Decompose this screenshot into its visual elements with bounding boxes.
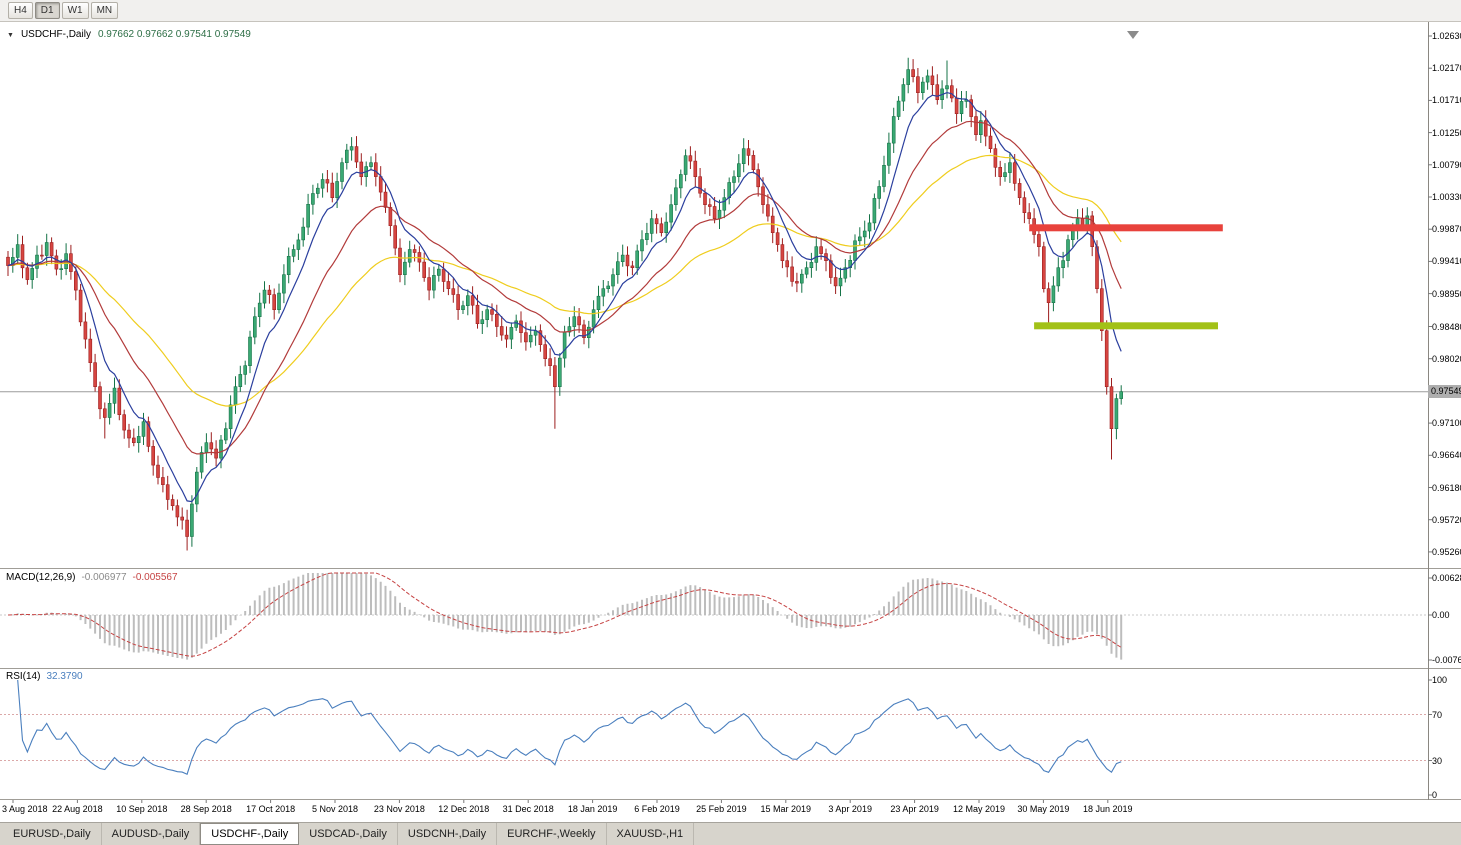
date-axis-label: 18 Jan 2019	[567, 804, 618, 814]
timeframe-button-w1[interactable]: W1	[61, 2, 89, 19]
date-axis-label: 6 Feb 2019	[634, 804, 680, 814]
date-axis-label: 18 Jun 2019	[1083, 804, 1133, 814]
price-axis-label: 1.01710	[1432, 95, 1461, 106]
date-axis-label: 22 Aug 2018	[52, 804, 103, 814]
rsi-axis-label: 100	[1432, 675, 1448, 685]
resistance-line[interactable]	[1029, 224, 1223, 232]
date-axis-label: 3 Aug 2018	[2, 804, 48, 814]
date-axis-label: 12 Dec 2018	[438, 804, 490, 814]
date-axis-label: 23 Nov 2018	[373, 804, 425, 814]
chart-title: USDCHF-,Daily	[20, 29, 91, 40]
date-axis-label: 15 Mar 2019	[760, 804, 812, 814]
collapse-icon[interactable]: ▼	[7, 32, 14, 39]
chart-ohlc-values: 0.97662 0.97662 0.97541 0.97549	[97, 29, 251, 40]
date-axis-label: 28 Sep 2018	[180, 804, 232, 814]
chart-header: ▼ USDCHF-,Daily 0.97662 0.97662 0.97541 …	[7, 29, 251, 40]
macd-signal-value: -0.005567	[132, 572, 178, 583]
chart-tab-usdcnh-daily[interactable]: USDCNH-,Daily	[398, 823, 498, 845]
date-axis-label: 25 Feb 2019	[696, 804, 747, 814]
timeframe-button-h4[interactable]: H4	[8, 2, 33, 19]
price-axis-label: 1.02630	[1432, 31, 1461, 41]
timeframe-button-d1[interactable]: D1	[34, 2, 60, 19]
current-price-badge: 0.97549	[1428, 385, 1461, 399]
macd-main-value: -0.006977	[81, 572, 127, 583]
chart-shift-marker[interactable]	[1127, 31, 1139, 39]
rsi-panel-header: RSI(14) 32.3790	[6, 671, 83, 682]
rsi-name: RSI(14)	[6, 671, 41, 682]
macd-panel-header: MACD(12,26,9) -0.006977 -0.005567	[6, 572, 178, 583]
date-axis-label: 31 Dec 2018	[502, 804, 554, 814]
chart-tab-eurchf-weekly[interactable]: EURCHF-,Weekly	[497, 823, 607, 845]
rsi-axis-label: 70	[1432, 709, 1443, 720]
date-axis-label: 23 Apr 2019	[890, 804, 939, 814]
timeframe-button-mn[interactable]: MN	[90, 2, 119, 19]
chart-tab-usdchf-daily[interactable]: USDCHF-,Daily	[200, 823, 300, 845]
date-axis-label: 10 Sep 2018	[116, 804, 168, 814]
macd-axis-label: 0.006285	[1432, 573, 1461, 583]
date-axis-label: 5 Nov 2018	[311, 804, 359, 814]
macd-axis-label: -0.007609	[1432, 654, 1461, 665]
price-axis-label: 1.00790	[1432, 159, 1461, 170]
chart-tabs-bar: EURUSD-,Daily AUDUSD-,Daily USDCHF-,Daily U…	[0, 822, 1461, 845]
date-axis-label: 3 Apr 2019	[828, 804, 872, 814]
price-axis-label: 1.02170	[1432, 63, 1461, 74]
chart-tab-xauusd-h1[interactable]: XAUUSD-,H1	[607, 823, 695, 845]
chart-tab-eurusd-daily[interactable]: EURUSD-,Daily	[3, 823, 102, 845]
rsi-current-value: 32.3790	[46, 671, 83, 682]
time-axis[interactable]: 3 Aug 2018 22 Aug 2018 10 Sep 2018 28 Sep 2…	[0, 800, 1428, 822]
macd-axis-label: 0.00	[1432, 610, 1450, 620]
date-axis-label: 12 May 2019	[952, 804, 1006, 814]
timeframe-toolbar: H4 D1 W1 MN	[0, 0, 1461, 22]
chart-tab-audusd-daily[interactable]: AUDUSD-,Daily	[102, 823, 201, 845]
rsi-axis-label: 30	[1432, 755, 1443, 766]
support-line[interactable]	[1034, 322, 1218, 330]
date-axis-label: 17 Oct 2018	[246, 804, 296, 814]
macd-name: MACD(12,26,9)	[6, 572, 76, 583]
price-axis-label: 1.01250	[1432, 127, 1461, 138]
chart-tab-usdcad-daily[interactable]: USDCAD-,Daily	[299, 823, 398, 845]
date-axis-label: 30 May 2019	[1017, 804, 1070, 814]
rsi-axis-label: 0	[1432, 790, 1438, 800]
